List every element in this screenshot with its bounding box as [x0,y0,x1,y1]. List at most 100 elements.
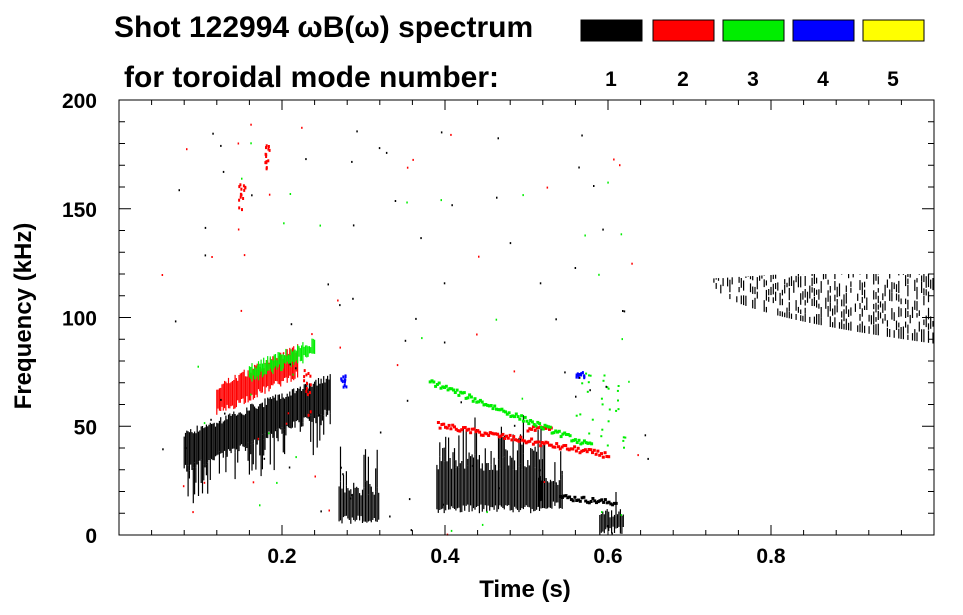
spectrum-point [265,155,268,158]
spectrum-point [539,282,542,285]
spectrum-point [500,407,504,411]
spectrum-point [339,304,341,307]
spectrum-point [462,426,465,430]
spectrum-point [605,455,609,458]
spectrum-point [581,134,583,137]
spectrum-point [434,384,438,388]
spectrum-point [460,428,464,432]
spectrum-point [617,399,619,402]
spectrum-point [289,363,291,366]
spectrum-point [197,365,199,368]
spectrum-point [543,423,547,427]
spectrum-point [477,400,481,404]
spectrum-point [378,147,381,150]
spectrum-point [250,142,252,145]
spectrum-point [508,433,512,437]
spectrum-point [503,437,507,440]
spectrum-point [542,442,546,446]
spectrum-point [545,424,549,428]
spectrum-point [549,443,553,447]
spectrum-point [533,428,537,432]
spectrum-point [592,448,596,452]
spectrum-point [440,423,444,426]
spectrum-point [544,440,548,444]
spectrum-point [435,383,439,386]
spectrum-point [265,167,268,171]
spectrum-point [497,435,501,439]
spectrum-point [309,391,311,395]
spectrum-point [584,234,586,237]
spectrum-point [568,495,572,499]
spectrum-point [514,412,518,416]
spectrum-point [563,431,567,435]
spectrum-point [212,132,214,135]
y-tick-label: 200 [62,90,97,113]
spectrum-point [577,373,580,377]
spectrum-point [265,161,268,165]
spectrum-point [494,432,498,436]
spectrum-point [268,148,271,152]
spectrum-point [564,371,566,374]
spectrum-point [512,435,516,439]
spectrum-point [492,432,496,436]
spectrum-point [575,395,577,398]
spectrum-point [352,297,354,300]
spectrum-point [184,447,187,450]
spectrum-point [345,385,348,389]
spectrum-point [561,432,565,436]
spectrum-point [519,435,523,439]
spectrum-point [546,186,549,189]
spectrum-point [583,448,587,452]
y-tick-label: 50 [74,416,97,439]
spectrum-point [617,385,620,387]
spectrum-point [344,379,346,383]
spectrum-point [389,515,391,518]
spectrum-point [267,159,270,163]
spectrum-point [569,498,573,501]
spectrum-point [303,379,306,383]
spectrum-point [507,411,511,415]
spectrum-point [534,424,538,428]
spectrum-point [526,429,530,433]
spectrum-point [306,382,308,386]
spectrum-point [521,419,525,423]
spectrum-point [523,415,527,419]
spectrum-point [466,396,470,400]
spectrum-point [457,393,461,397]
spectrum-point [257,437,259,440]
spectrum-point [603,374,606,377]
spectrum-point [241,208,243,212]
spectrum-point [598,273,600,276]
spectrum-point [243,254,246,257]
spectrum-point [602,500,606,504]
axes: 0.2 0.4 0.6 0.8 0 50 100 150 200 [62,90,934,568]
spectrum-point [586,390,589,393]
spectrum-point [611,503,615,507]
legend-label-5: 5 [887,68,899,91]
spectrum-point [511,414,515,418]
spectrum-point [579,442,583,446]
spectrum-point [453,425,456,429]
spectrum-point [524,441,528,445]
spectrum-point [285,422,288,425]
spectrum-point [586,500,589,504]
spectrum-point [238,206,241,210]
spectrum-point [210,418,212,421]
spectrum-point [517,439,521,443]
spectrum-point [478,398,482,402]
spectrum-point [596,449,600,453]
spectrum-point [539,444,543,448]
spectrum-point [491,407,495,411]
spectrum-point [622,436,625,439]
spectrum-point [574,449,578,453]
spectrum-point [613,158,615,161]
spectrum-point [342,473,344,476]
spectrum-point [463,426,467,429]
spectrum-point [340,466,342,469]
y-tick-label: 100 [62,308,97,331]
spectrum-point [535,440,539,444]
spectrum-point [328,509,330,512]
spectrum-point [305,158,307,161]
spectrum-point [601,511,603,514]
spectrum-point [350,497,352,500]
